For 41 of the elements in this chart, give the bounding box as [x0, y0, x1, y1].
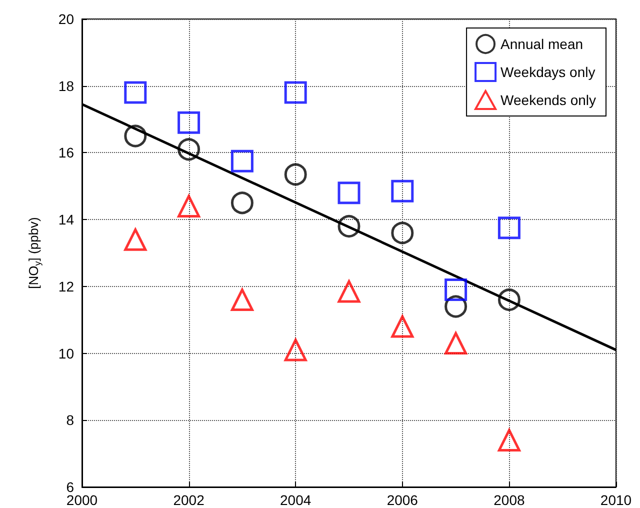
point [391, 315, 414, 338]
point [498, 216, 520, 240]
y-tick-label: 10 [58, 345, 74, 362]
point [230, 192, 254, 214]
legend-label: Weekends only [500, 92, 596, 108]
point [230, 150, 254, 172]
legend-label: Weekdays only [500, 64, 596, 80]
point [124, 81, 147, 104]
point [284, 81, 307, 104]
x-tick-label: 2006 [386, 492, 418, 508]
x-tick-label: 2008 [494, 492, 525, 508]
point [338, 215, 360, 238]
point [124, 228, 147, 251]
y-tick-label: 14 [58, 212, 74, 228]
point [391, 180, 414, 202]
point [444, 332, 468, 355]
point [178, 138, 200, 161]
point [124, 124, 147, 148]
x-tick-label: 2000 [66, 492, 98, 508]
point [338, 280, 360, 303]
y-tick-label: 8 [66, 412, 74, 428]
point [178, 194, 200, 218]
point [391, 222, 414, 244]
point [498, 288, 520, 312]
point [230, 288, 254, 312]
y-tick-label: 6 [66, 479, 74, 495]
y-axis-title: [NOy] (ppbv) [26, 217, 42, 289]
x-tick-label: 2002 [173, 492, 205, 508]
x-tick-label: 2004 [280, 492, 312, 508]
point [498, 428, 520, 452]
y-tick-label: 18 [58, 78, 74, 94]
point [178, 111, 200, 134]
legend-label: Annual mean [500, 36, 584, 52]
x-tick-label: 2010 [600, 492, 632, 508]
point [284, 338, 307, 362]
y-tick-label: 16 [58, 144, 74, 161]
point [284, 163, 307, 186]
y-tick-label: 12 [58, 278, 74, 294]
point [338, 182, 360, 204]
y-tick-label: 20 [58, 11, 74, 27]
point [444, 278, 468, 302]
